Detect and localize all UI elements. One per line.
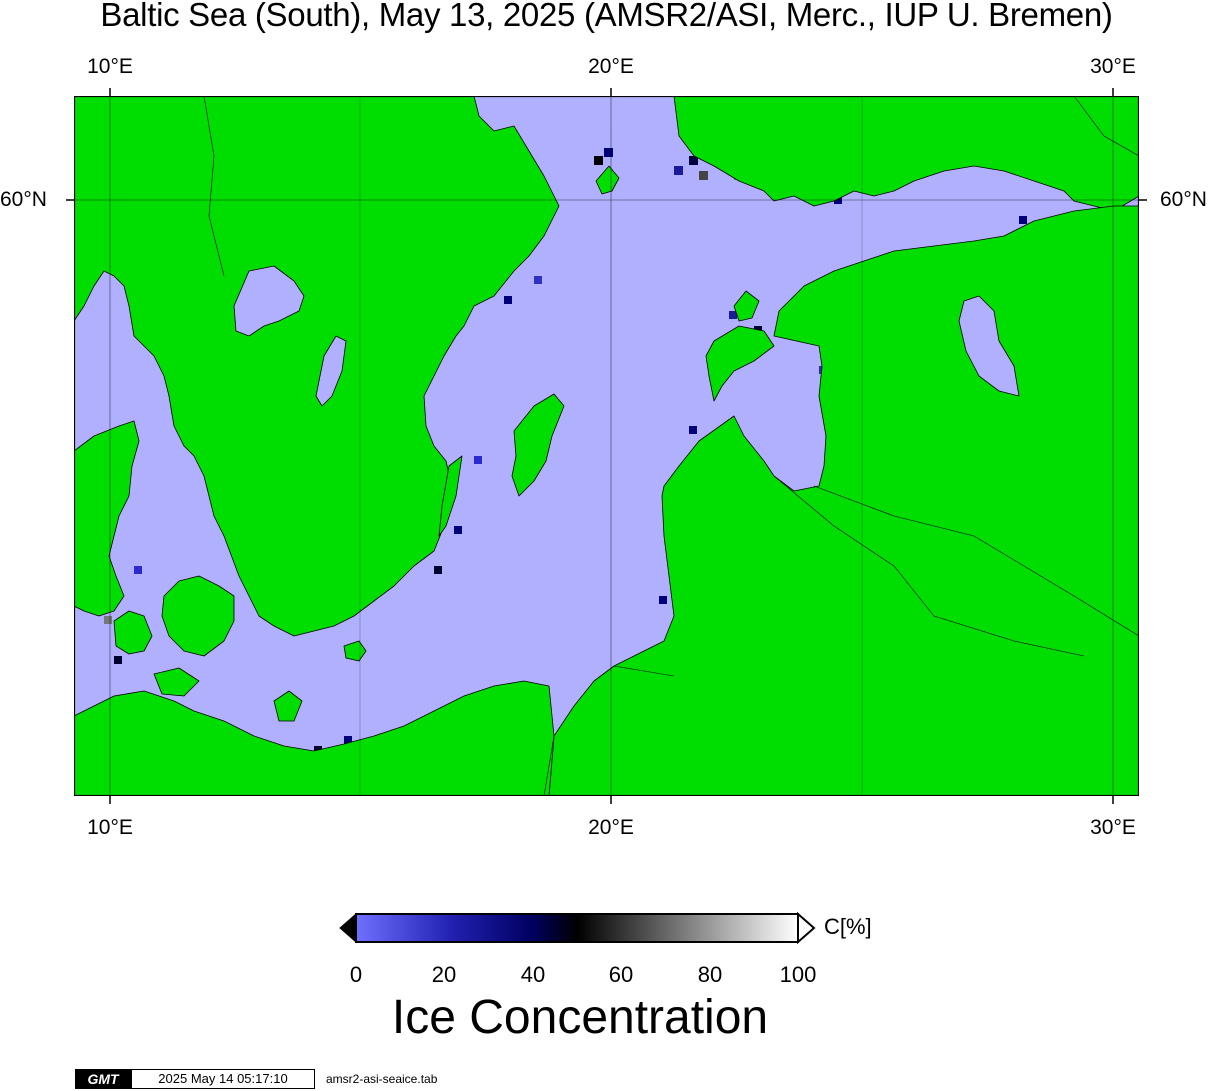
lat-tick-right-60: 60°N xyxy=(1160,188,1207,211)
colorbar-label-0: 0 xyxy=(349,962,363,987)
lon-tick-bottom-30: 30°E xyxy=(1090,816,1136,839)
lon-tick-top-30: 30°E xyxy=(1090,55,1136,78)
gmt-logo: GMT xyxy=(75,1069,131,1089)
colorbar-under-arrow xyxy=(339,912,357,944)
hiiumaa-island xyxy=(733,290,760,322)
timestamp: 2025 May 14 05:17:10 xyxy=(131,1069,315,1089)
finland-land xyxy=(673,96,1139,212)
colorbar-label-40: 40 xyxy=(520,962,546,987)
zealand-island xyxy=(161,575,235,657)
colorbar-unit: C[%] xyxy=(824,914,872,939)
rugen-island xyxy=(273,690,303,722)
lon-tick-bottom-10: 10°E xyxy=(87,816,133,839)
source-filename: amsr2-asi-seaice.tab xyxy=(326,1072,438,1086)
colorbar-gradient xyxy=(355,913,799,943)
frame-ticks xyxy=(66,88,1147,804)
aland-islands xyxy=(595,165,620,195)
lake-vattern xyxy=(315,335,347,407)
lon-tick-top-10: 10°E xyxy=(87,55,133,78)
lolland-island xyxy=(153,667,200,697)
map-title: Baltic Sea (South), May 13, 2025 (AMSR2/… xyxy=(100,0,1113,33)
lake-vanern xyxy=(233,265,305,337)
graticule xyxy=(74,96,1139,796)
country-borders xyxy=(203,96,1139,796)
ice-concentration-colorbar xyxy=(339,912,816,944)
colorbar-label-80: 80 xyxy=(697,962,723,987)
colorbar-label-100: 100 xyxy=(779,962,817,987)
colorbar-over-arrow xyxy=(797,912,816,944)
saaremaa-island xyxy=(705,325,775,402)
colorbar-label-60: 60 xyxy=(608,962,634,987)
jutland-land xyxy=(74,420,140,617)
funen-island xyxy=(113,610,153,655)
lon-tick-top-20: 20°E xyxy=(588,55,634,78)
gulf-of-riga xyxy=(958,295,1020,397)
oland-island xyxy=(438,455,463,537)
sea-ice-map xyxy=(74,96,1139,796)
lon-tick-bottom-20: 20°E xyxy=(588,816,634,839)
bornholm-island xyxy=(343,640,367,662)
scandinavia-land xyxy=(74,96,560,637)
lat-tick-left-60: 60°N xyxy=(0,188,47,211)
colorbar-title: Ice Concentration xyxy=(391,991,769,1044)
poland-germany-land xyxy=(74,680,555,796)
colorbar-label-20: 20 xyxy=(431,962,457,987)
land xyxy=(74,96,1139,796)
gotland-island xyxy=(511,393,565,497)
